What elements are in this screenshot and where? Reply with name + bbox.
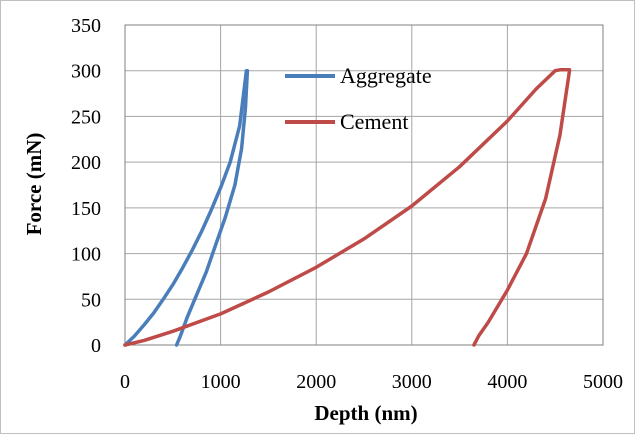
plot-border [124,24,604,346]
y-axis-title: Force (mN) [22,133,46,236]
x-tick-label: 1000 [201,371,241,393]
x-tick-labels: 0 1000 2000 3000 4000 5000 [120,371,623,393]
series-line-aggregate [123,68,250,347]
y-tick-label: 350 [71,15,101,37]
x-tick-label: 5000 [583,371,623,393]
legend: Aggregate Cement [285,63,432,134]
y-tick-label: 200 [71,152,101,174]
y-tick-label: 250 [71,106,101,128]
plot-area [124,24,604,346]
y-tick-label: 100 [71,244,101,266]
y-tick-label: 50 [81,289,101,311]
y-tick-label: 150 [71,198,101,220]
x-tick-label: 0 [120,371,130,393]
y-tick-label: 0 [91,335,101,357]
series-layer [123,68,572,347]
x-tick-label: 2000 [296,371,336,393]
y-tick-labels: 0 50 100 150 200 250 300 350 [71,15,101,357]
legend-label-aggregate: Aggregate [340,63,432,88]
y-tick-label: 300 [71,61,101,83]
legend-label-cement: Cement [340,109,408,134]
x-axis-title: Depth (nm) [314,401,417,425]
x-tick-label: 3000 [392,371,432,393]
x-tick-label: 4000 [487,371,527,393]
series-line-cement [123,68,572,347]
